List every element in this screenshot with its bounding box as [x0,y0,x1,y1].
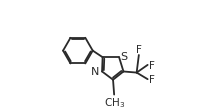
Text: CH$_3$: CH$_3$ [104,96,125,109]
Text: F: F [149,74,154,84]
Text: F: F [149,60,154,70]
Text: F: F [136,45,142,55]
Text: N: N [91,67,99,77]
Text: S: S [121,51,128,61]
